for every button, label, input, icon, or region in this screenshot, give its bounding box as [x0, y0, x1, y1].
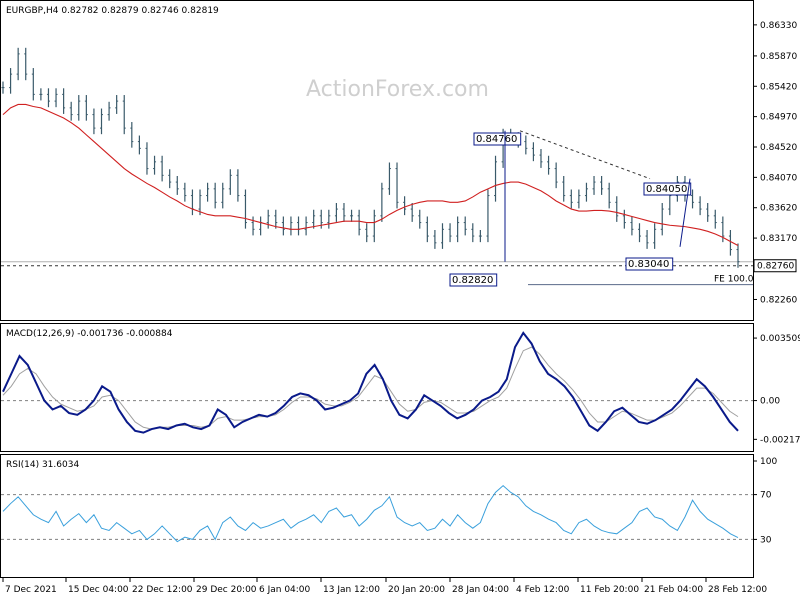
- macd-panel-frame: [0, 323, 754, 452]
- moving-average-line: [2, 103, 739, 246]
- price-tick-label: 0.86330: [760, 21, 797, 31]
- rsi-line: [2, 484, 739, 543]
- price-tick-label: 0.84520: [760, 143, 797, 153]
- rsi-y-axis: 100 70 30: [1, 457, 777, 545]
- label-high-084760: 0.84760: [476, 134, 517, 145]
- x-tick-label: 6 Jan 04:00: [259, 585, 311, 595]
- price-tick-label: 0.83620: [760, 204, 797, 214]
- x-tick-label: 7 Dec 2021: [5, 585, 57, 595]
- rsi-tick-label: 100: [760, 457, 777, 467]
- macd-main-line: [2, 331, 739, 434]
- price-tick-label: 0.84970: [760, 113, 797, 123]
- fe-100-label: FE 100.0: [714, 275, 754, 285]
- label-high-084050-box: [643, 182, 692, 196]
- x-tick-label: 29 Dec 20:00: [196, 585, 257, 595]
- label-high-084050: 0.84050: [646, 184, 687, 195]
- x-tick-label: 28 Jan 04:00: [452, 585, 509, 595]
- price-series: [1, 47, 740, 268]
- macd-tick-label: 0.003509: [760, 334, 800, 344]
- rsi-series: [2, 484, 739, 543]
- x-tick-label: 4 Feb 12:00: [516, 585, 570, 595]
- time-x-axis: 7 Dec 2021 15 Dec 04:00 22 Dec 12:00 29 Dec…: [2, 578, 767, 595]
- rsi-tick-label: 30: [760, 535, 772, 545]
- macd-tick-label: -0.002176: [760, 435, 800, 445]
- x-tick-label: 22 Dec 12:00: [132, 585, 193, 595]
- watermark: ActionForex.com: [306, 77, 489, 102]
- label-low-083040: 0.83040: [628, 259, 669, 270]
- macd-signal-line: [2, 346, 739, 430]
- x-tick-label: 21 Feb 04:00: [644, 585, 703, 595]
- current-price-tag-box: [753, 259, 797, 273]
- price-tick-label: 0.85870: [760, 52, 797, 62]
- price-y-axis: 0.86330 0.85870 0.85420 0.84970 0.84520 0.840…: [753, 21, 797, 305]
- macd-title: MACD(12,26,9) -0.001736 -0.000884: [6, 329, 173, 339]
- price-tick-label: 0.85420: [760, 82, 797, 92]
- rsi-title: RSI(14) 31.6034: [6, 460, 79, 470]
- moving-average-series: [2, 103, 739, 246]
- label-high-084760-box: [473, 132, 522, 146]
- price-tick-label: 0.84070: [760, 173, 797, 183]
- price-tick-label: 0.83170: [760, 234, 797, 244]
- price-annotations: 0.84760 0.82820 0.84050 0.83040 FE 100.00.82…: [449, 130, 797, 287]
- rsi-tick-label: 70: [760, 491, 772, 501]
- trend-line-high: [519, 130, 651, 180]
- macd-y-axis: 0.003509 0.00 -0.002176: [1, 334, 800, 445]
- x-tick-label: 20 Jan 20:00: [388, 585, 445, 595]
- x-tick-label: 11 Feb 20:00: [580, 585, 639, 595]
- swing-connector-2: [679, 178, 691, 247]
- macd-series: [2, 331, 739, 434]
- price-panel-frame: [0, 0, 754, 321]
- label-low-083040-box: [625, 257, 674, 271]
- price-tick-label: 0.82260: [760, 295, 797, 305]
- symbol-header: EURGBP,H4 0.82782 0.82879 0.82746 0.8281…: [6, 6, 219, 16]
- current-price-tag: 0.82760: [757, 262, 794, 272]
- rsi-panel-frame: [0, 454, 754, 578]
- x-tick-label: 15 Dec 04:00: [68, 585, 129, 595]
- x-tick-label: 28 Feb 12:00: [708, 585, 767, 595]
- x-tick-label: 13 Jan 12:00: [323, 585, 380, 595]
- label-low-082820: 0.82820: [452, 275, 493, 286]
- label-low-082820-box: [449, 273, 498, 287]
- macd-tick-label: 0.00: [760, 397, 780, 407]
